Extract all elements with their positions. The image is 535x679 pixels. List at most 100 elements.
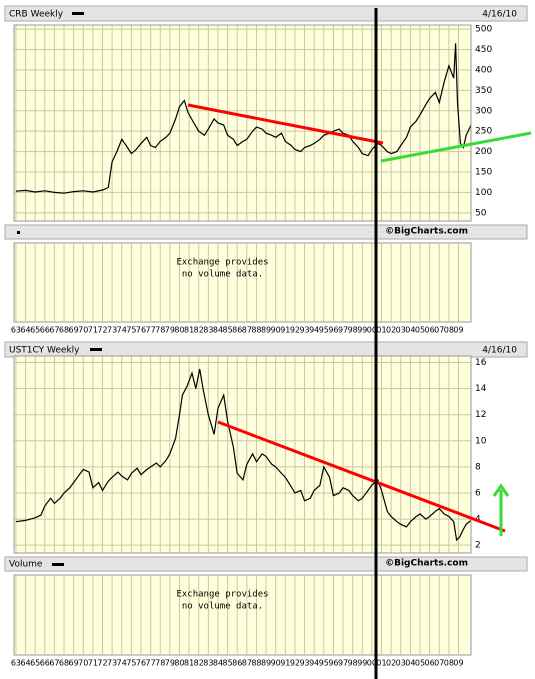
x-tick-label: 02 [386,326,396,335]
annotations [187,8,532,679]
x-tick-label: 83 [203,326,213,335]
x-tick-label: 78 [155,659,165,668]
x-tick-label: 86 [232,659,242,668]
x-tick-label: 69 [69,326,79,335]
x-tick-label: 00 [367,326,377,335]
volume-note: no volume data. [182,602,263,612]
x-tick-label: 82 [194,326,204,335]
x-tick-label: 95 [319,326,329,335]
x-tick-label: 71 [88,326,98,335]
x-tick-label: 97 [338,659,348,668]
x-tick-label: 90 [271,326,281,335]
x-tick-label: 09 [453,326,463,335]
x-tick-label: 93 [299,659,309,668]
x-tick-label: 99 [357,326,367,335]
x-tick-label: 63 [11,326,21,335]
chart-title: CRB Weekly [9,10,64,20]
x-tick-label: 85 [222,326,232,335]
x-tick-label: 96 [328,326,338,335]
x-tick-label: 03 [396,326,406,335]
x-tick-label: 87 [242,659,252,668]
x-tick-label: 68 [59,326,69,335]
volume-note: no volume data. [182,270,263,280]
x-tick-label: 00 [367,659,377,668]
x-tick-label: 04 [405,659,415,668]
volume-area [13,242,472,323]
y-tick-label: 450 [475,45,492,55]
y-tick-label: 14 [475,384,487,394]
y-tick-label: 2 [475,541,481,551]
x-tick-label: 72 [97,326,107,335]
x-tick-label: 70 [78,659,88,668]
plot-border [13,24,472,222]
x-tick-label: 81 [184,326,194,335]
x-tick-label: 90 [271,659,281,668]
x-tick-label: 80 [174,326,184,335]
green-arrowhead [492,483,510,497]
x-tick-label: 71 [88,659,98,668]
x-tick-label: 09 [453,659,463,668]
x-tick-label: 05 [415,659,425,668]
x-tick-label: 64 [20,659,30,668]
y-tick-label: 16 [475,358,487,368]
x-tick-label: 76 [136,659,146,668]
x-tick-label: 66 [40,326,50,335]
x-tick-label: 74 [117,659,127,668]
x-tick-label: 64 [20,326,30,335]
x-tick-label: 97 [338,326,348,335]
x-tick-label: 75 [126,326,136,335]
x-tick-label: 77 [146,659,156,668]
x-tick-label: 99 [357,659,367,668]
x-tick-label: 66 [40,659,50,668]
x-tick-label: 76 [136,326,146,335]
x-tick-label: 94 [309,659,319,668]
x-tick-label: 89 [261,659,271,668]
y-tick-label: 200 [475,147,492,157]
plot-border [13,355,472,554]
y-tick-label: 500 [475,25,492,35]
x-tick-label: 77 [146,326,156,335]
x-tick-label: 84 [213,659,223,668]
y-tick-label: 250 [475,127,492,137]
x-tick-label: 88 [251,326,261,335]
x-tick-label: 02 [386,659,396,668]
x-tick-label: 94 [309,326,319,335]
x-tick-label: 88 [251,659,261,668]
x-tick-label: 96 [328,659,338,668]
x-tick-label: 82 [194,659,204,668]
x-tick-label: 07 [434,326,444,335]
price-line [15,43,472,194]
chart-title: UST1CY Weekly [9,346,80,356]
red-trendline [217,420,506,533]
x-tick-label: 79 [165,326,175,335]
plot-area [13,24,472,222]
x-tick-label: 73 [107,659,117,668]
y-tick-label: 6 [475,488,481,498]
collapse-icon [90,348,102,351]
x-tick-label: 98 [348,659,358,668]
x-tick-label: 85 [222,659,232,668]
date-label: 4/16/10 [482,346,517,356]
y-tick-label: 350 [475,86,492,96]
x-tick-label: 70 [78,326,88,335]
x-tick-label: 92 [290,659,300,668]
volume-icon [17,231,20,234]
x-tick-label: 72 [97,659,107,668]
x-tick-label: 04 [405,326,415,335]
volume-header-bar [4,556,528,572]
x-tick-label: 83 [203,659,213,668]
x-tick-label: 07 [434,659,444,668]
x-tick-label: 80 [174,659,184,668]
volume-title: Volume [9,560,43,570]
x-tick-label: 75 [126,659,136,668]
x-tick-label: 74 [117,326,127,335]
x-tick-label: 98 [348,326,358,335]
volume-header-bar [4,224,528,240]
volume-note: Exchange provides [176,258,268,268]
collapse-icon [72,12,84,15]
x-tick-label: 01 [376,326,386,335]
x-tick-label: 65 [30,326,40,335]
x-tick-label: 93 [299,326,309,335]
